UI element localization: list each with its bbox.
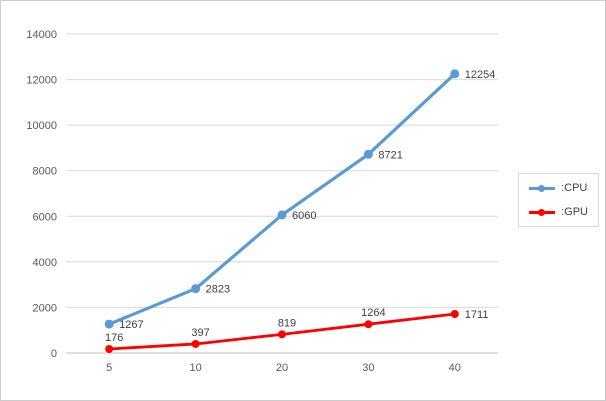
cpu-series-marker-icon [529, 184, 556, 193]
gpu-data-label: 176 [105, 332, 123, 344]
legend: :CPU :GPU [518, 173, 599, 227]
gpu-series-marker-icon [529, 208, 556, 217]
cpu-data-label: 12254 [465, 69, 496, 81]
y-axis-label: 8000 [33, 166, 57, 178]
legend-item-cpu[interactable]: :CPU [529, 182, 588, 194]
legend-label-cpu: :CPU [561, 182, 588, 194]
gpu-data-label: 819 [278, 317, 296, 329]
y-axis-label: 2000 [33, 302, 57, 314]
gpu-point [278, 330, 286, 339]
gpu-point [105, 344, 114, 353]
y-axis-label: 0 [51, 348, 57, 360]
y-axis-label: 4000 [33, 257, 57, 269]
y-axis-label: 6000 [33, 211, 57, 223]
legend-item-gpu[interactable]: :GPU [529, 206, 588, 218]
cpu-data-label: 8721 [378, 149, 402, 161]
cpu-data-label: 6060 [292, 210, 316, 222]
x-axis-label: 10 [189, 362, 201, 374]
gpu-point [191, 339, 200, 348]
gpu-point [450, 310, 459, 319]
gpu-data-label: 1711 [465, 309, 489, 321]
gpu-legend-dot [538, 208, 546, 216]
x-axis-label: 40 [449, 362, 461, 374]
gpu-data-label: 1264 [361, 307, 385, 319]
cpu-point [277, 210, 287, 220]
y-axis-label: 12000 [26, 75, 57, 87]
x-axis-label: 5 [106, 362, 112, 374]
cpu-point [450, 69, 460, 79]
gpu-data-label: 397 [191, 327, 209, 339]
cpu-point [363, 149, 373, 159]
y-axis-label: 14000 [26, 29, 57, 41]
cpu-point [191, 284, 201, 294]
cpu-line [107, 72, 457, 326]
cpu-data-label: 1267 [119, 319, 143, 331]
legend-label-gpu: :GPU [561, 206, 588, 218]
x-axis-label: 30 [362, 362, 374, 374]
cpu-point [104, 319, 114, 329]
x-axis-label: 20 [276, 362, 288, 374]
cpu-data-label: 2823 [206, 284, 230, 296]
cpu-legend-dot [538, 184, 546, 192]
y-axis-label: 10000 [26, 120, 57, 132]
gpu-point [364, 320, 373, 329]
